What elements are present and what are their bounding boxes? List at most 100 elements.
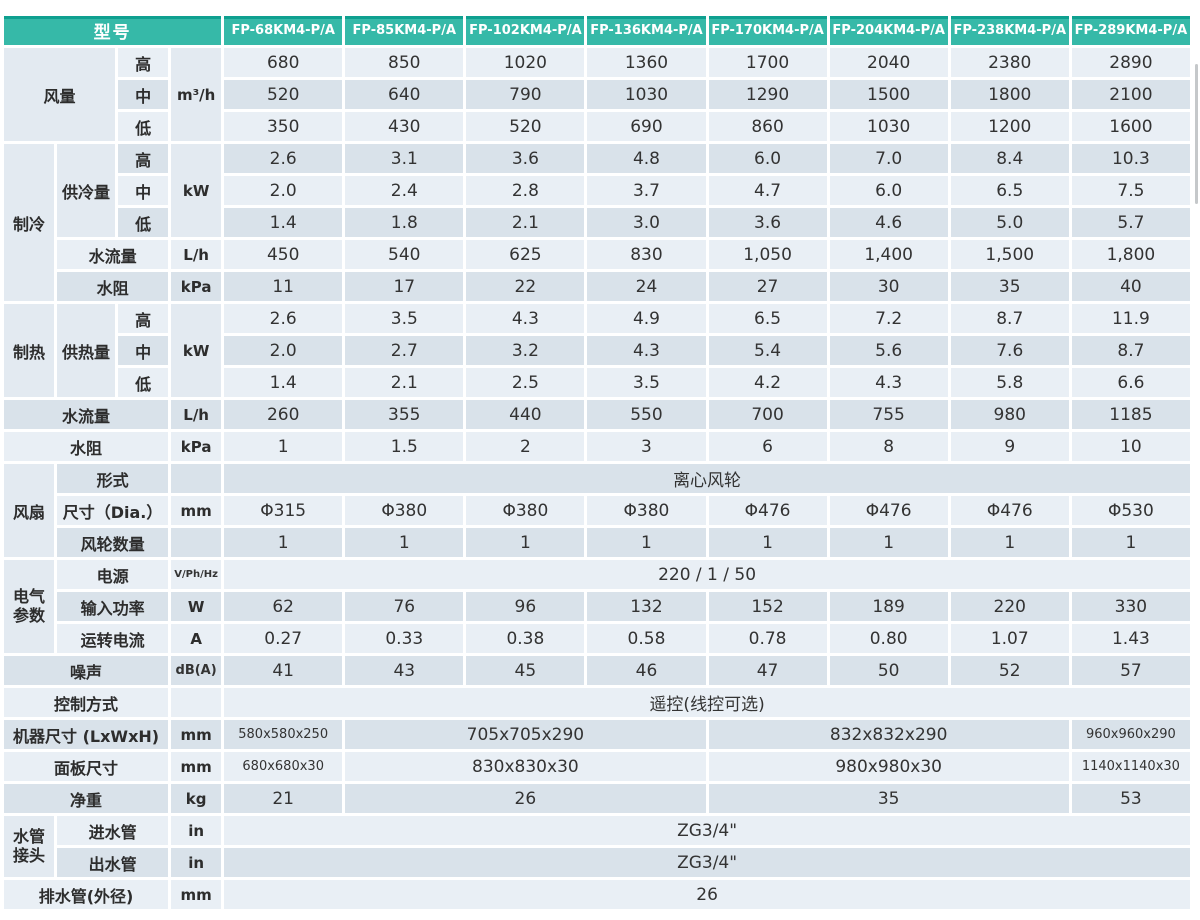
row-label-mid: 中 [118,80,169,109]
value-cell: 2890 [1071,48,1190,77]
value-cell: 1 [345,528,464,557]
value-cell: 260 [224,400,343,429]
row-label-outlet-pipe: 出水管 [57,848,169,877]
value-cell-inlet-pipe: ZG3/4" [224,816,1190,845]
group-label-electrical: 电气参数 [4,560,55,653]
table-row: 排水管(外径) mm 26 [4,880,1190,909]
value-cell: 790 [466,80,585,109]
table-row: 噪声 dB(A) 41 43 45 46 47 50 52 57 [4,656,1190,685]
value-cell: 3.0 [587,208,706,237]
value-cell: 705x705x290 [345,720,706,749]
value-cell: 7.2 [829,304,948,333]
value-cell: 2.4 [345,176,464,205]
value-cell: 2.5 [466,368,585,397]
value-cell: 520 [466,112,585,141]
value-cell: 550 [587,400,706,429]
value-cell: 27 [708,272,827,301]
value-cell: 2.0 [224,336,343,365]
value-cell: 2 [466,432,585,461]
unit-cell: mm [171,752,222,781]
value-cell: 680 [224,48,343,77]
unit-cell: W [171,592,222,621]
table-row: 水阻 kPa 11 17 22 24 27 30 35 40 [4,272,1190,301]
value-cell: 8 [829,432,948,461]
value-cell: 2.7 [345,336,464,365]
value-cell: 1500 [829,80,948,109]
value-cell: 6.0 [708,144,827,173]
value-cell: 330 [1071,592,1190,621]
value-cell: 40 [1071,272,1190,301]
spec-sheet: 型号 FP-68KM4-P/A FP-85KM4-P/A FP-102KM4-P… [1,13,1193,912]
value-cell: 17 [345,272,464,301]
table-row: 水流量 L/h 450 540 625 830 1,050 1,400 1,50… [4,240,1190,269]
table-row: 制冷 供冷量 高 kW 2.6 3.1 3.6 4.8 6.0 7.0 8.4 … [4,144,1190,301]
model-column-header: 型号 [4,16,222,45]
unit-cell: V/Ph/Hz [171,560,222,589]
table-row: 低 350 430 520 690 860 1030 1200 1600 [4,112,1190,141]
value-cell: 1030 [829,112,948,141]
group-label-fan: 风扇 [4,464,55,557]
value-cell: 7.5 [1071,176,1190,205]
value-cell: 1200 [950,112,1069,141]
value-cell: 1185 [1071,400,1190,429]
value-cell: 45 [466,656,585,685]
value-cell: 3.2 [466,336,585,365]
value-cell: 21 [224,784,343,813]
group-label-pipe-joints: 水管接头 [4,816,55,877]
row-label-inlet-pipe: 进水管 [57,816,169,845]
value-cell: 3 [587,432,706,461]
unit-cell: L/h [171,240,222,269]
value-cell: 1 [466,528,585,557]
table-row: 控制方式 遥控(线控可选) [4,688,1190,717]
value-cell: 6.0 [829,176,948,205]
unit-cell: L/h [171,400,222,429]
table-row: 制热 供热量 高 kW 2.6 3.5 4.3 4.9 6.5 7.2 8.7 … [4,304,1190,397]
value-cell: 7.0 [829,144,948,173]
value-cell: 520 [224,80,343,109]
value-cell: 24 [587,272,706,301]
value-cell: 152 [708,592,827,621]
value-cell: 2040 [829,48,948,77]
value-cell: 690 [587,112,706,141]
value-cell: 2.1 [466,208,585,237]
row-label-heating-capacity: 供热量 [57,304,116,397]
row-label-net-weight: 净重 [4,784,169,813]
table-row: 中 2.0 2.7 3.2 4.3 5.4 5.6 7.6 8.7 [4,336,1190,365]
row-label-high: 高 [118,48,169,77]
model-header: FP-238KM4-P/A [950,16,1069,45]
value-cell: 625 [466,240,585,269]
group-label-cooling: 制冷 [4,144,55,301]
unit-cell: kPa [171,432,222,461]
value-cell: 0.58 [587,624,706,653]
value-cell: 4.6 [829,208,948,237]
scrollbar-thumb[interactable] [1195,64,1198,204]
value-cell: 50 [829,656,948,685]
value-cell: Φ380 [587,496,706,525]
value-cell: 1600 [1071,112,1190,141]
value-cell: 4.3 [466,304,585,333]
table-row: 低 1.4 2.1 2.5 3.5 4.2 4.3 5.8 6.6 [4,368,1190,397]
row-label-low: 低 [118,368,169,397]
value-cell: 0.80 [829,624,948,653]
model-header: FP-102KM4-P/A [466,16,585,45]
value-cell: 350 [224,112,343,141]
value-cell: Φ315 [224,496,343,525]
value-cell: 52 [950,656,1069,685]
value-cell: 2.1 [345,368,464,397]
value-cell: 4.3 [587,336,706,365]
value-cell: Φ476 [829,496,948,525]
value-cell: 1140x1140x30 [1071,752,1190,781]
value-cell: 980x980x30 [708,752,1069,781]
value-cell: Φ476 [708,496,827,525]
table-row: 运转电流 A 0.27 0.33 0.38 0.58 0.78 0.80 1.0… [4,624,1190,653]
value-cell: 46 [587,656,706,685]
table-row: 风轮数量 1 1 1 1 1 1 1 1 [4,528,1190,557]
value-cell: 22 [466,272,585,301]
unit-cell-empty [171,688,222,717]
value-cell: 440 [466,400,585,429]
value-cell: 41 [224,656,343,685]
value-cell: 189 [829,592,948,621]
value-cell: 5.4 [708,336,827,365]
value-cell: 2.6 [224,144,343,173]
table-row: 中 520 640 790 1030 1290 1500 1800 2100 [4,80,1190,109]
